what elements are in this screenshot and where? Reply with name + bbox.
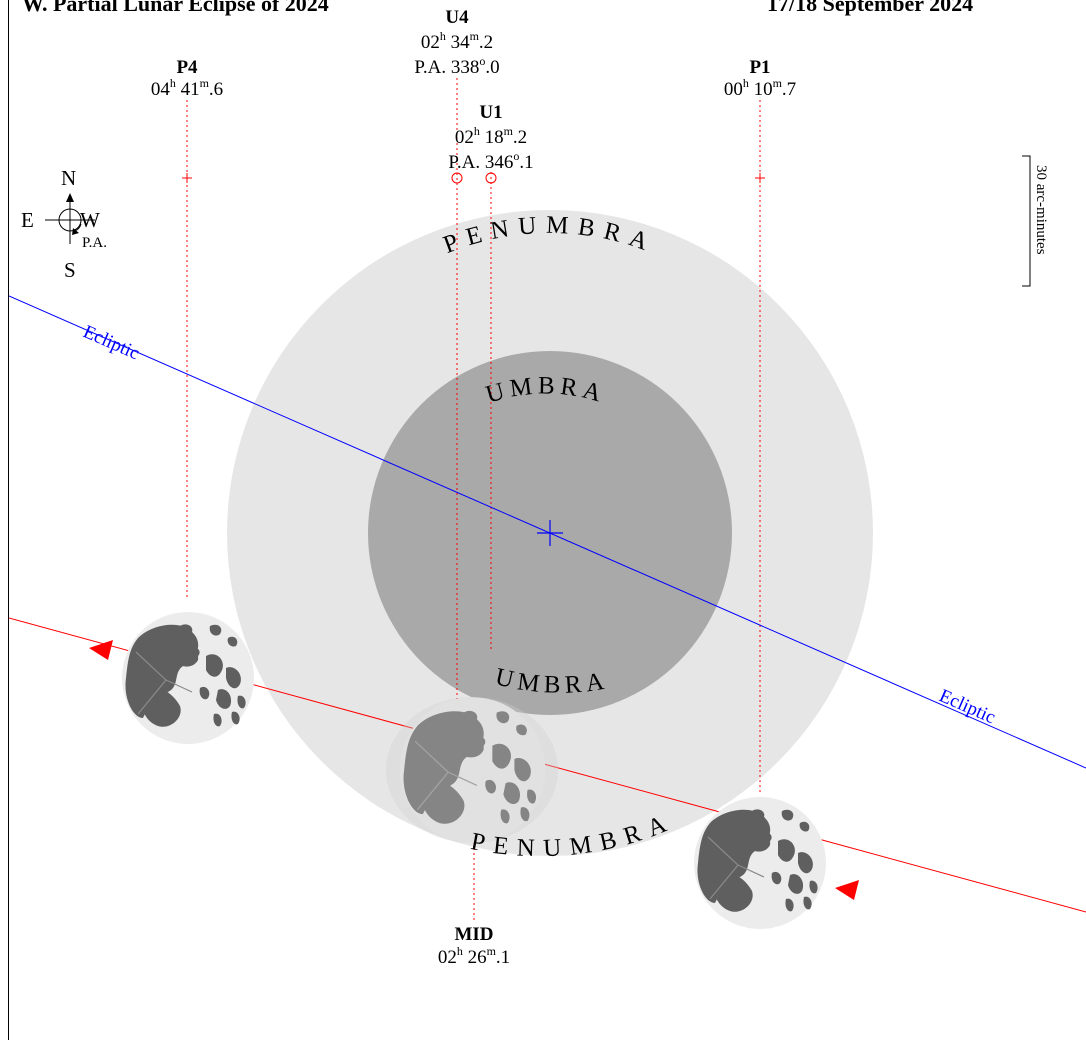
contact-markers: [182, 172, 765, 184]
u4-marker-icon: [451, 172, 463, 184]
compass-east: E: [21, 208, 34, 232]
contact-label-mid: MID 02h 26m.1: [438, 924, 510, 968]
svg-text:P.A. 338o.0: P.A. 338o.0: [414, 54, 499, 78]
moon-icon-p1: [693, 796, 827, 930]
arrow-icon-right: [835, 880, 859, 900]
compass-north: N: [61, 166, 76, 190]
p1-marker-icon: [755, 173, 765, 183]
svg-text:P1: P1: [749, 57, 770, 78]
contact-label-p4: P4 04h 41m.6: [151, 57, 223, 100]
svg-text:04h 41m.6: 04h 41m.6: [151, 76, 223, 100]
title: W. Partial Lunar Eclipse of 2024 17/18 S…: [22, 0, 1086, 17]
compass-west: W: [80, 208, 100, 232]
compass-south: S: [64, 258, 76, 282]
compass-icon: N S E W P.A.: [21, 166, 107, 282]
svg-text:02h 18m.2: 02h 18m.2: [455, 124, 527, 148]
scale-bar-label: 30 arc-minutes: [1033, 165, 1049, 255]
diagram-frame: [8, 0, 1086, 1040]
svg-text:U4: U4: [445, 7, 469, 28]
u1-marker-icon: [485, 172, 497, 184]
ecliptic-line: [9, 295, 1086, 769]
contact-label-u4: U4 02h 34m.2 P.A. 338o.0: [414, 7, 499, 78]
shadow-center-icon: [537, 520, 563, 546]
contact-label-p1: P1 00h 10m.7: [724, 57, 796, 100]
svg-text:00h 10m.7: 00h 10m.7: [724, 76, 796, 100]
moon-icon-mid: [386, 696, 558, 844]
arrow-icon-left: [89, 640, 113, 660]
title-left: W. Partial Lunar Eclipse of 2024: [22, 0, 329, 16]
ecliptic-label-left: Ecliptic: [80, 321, 143, 364]
svg-text:U1: U1: [479, 102, 502, 123]
svg-text:02h 26m.1: 02h 26m.1: [438, 944, 510, 968]
contact-guides: [186, 78, 761, 920]
svg-text:MID: MID: [454, 924, 493, 945]
svg-text:P.A. 346o.1: P.A. 346o.1: [448, 149, 533, 173]
svg-text:P4: P4: [176, 57, 198, 78]
compass-pa: P.A.: [82, 235, 107, 251]
svg-text:02h 34m.2: 02h 34m.2: [421, 29, 493, 53]
ecliptic-label-right: Ecliptic: [936, 685, 999, 728]
title-right: 17/18 September 2024: [767, 0, 974, 16]
moon-icon-p4: [121, 611, 255, 745]
p4-marker-icon: [182, 173, 192, 183]
scale-bar: 30 arc-minutes: [1022, 155, 1049, 287]
contact-label-u1: U1 02h 18m.2 P.A. 346o.1: [448, 102, 533, 173]
